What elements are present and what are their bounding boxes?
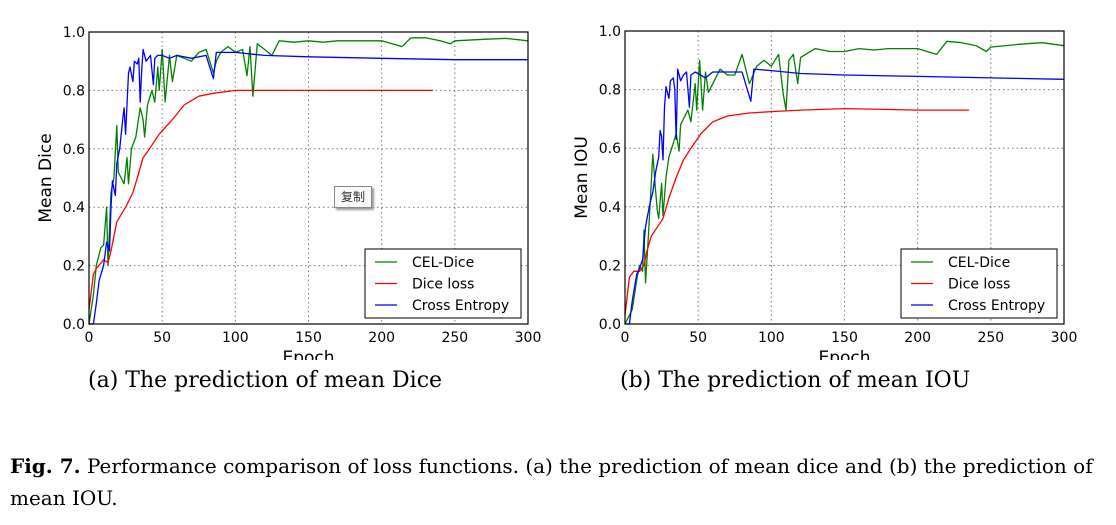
figure-caption-text: Performance comparison of loss functions… — [10, 454, 1093, 510]
y-axis-label: Mean IOU — [572, 136, 592, 219]
chart-a: 0 50 100 150 200 250 300 0.0 0.2 0.4 0.6 0.8 1.0 Epoc… — [36, 25, 541, 360]
x-tick-label: 100 — [758, 330, 785, 346]
legend-label: CEL-Dice — [948, 255, 1010, 271]
x-axis-label: Epoch — [818, 348, 870, 360]
y-tick-label: 0.4 — [599, 200, 621, 216]
x-tick-label: 250 — [441, 330, 468, 346]
y-tick-label: 0.4 — [63, 200, 85, 216]
legend: CEL-Dice Dice loss Cross Entropy — [900, 248, 1058, 319]
y-tick-label: 0.6 — [63, 142, 85, 158]
y-tick-label: 1.0 — [599, 24, 621, 40]
x-tick-label: 300 — [1051, 330, 1078, 346]
x-tick-label: 150 — [831, 330, 858, 346]
series-line-dice-loss — [624, 107, 969, 316]
x-tick-label: 50 — [153, 330, 171, 346]
copy-popup-button[interactable]: 复制 — [334, 186, 372, 208]
y-tick-label: 0.8 — [599, 83, 621, 99]
chart-b: 0 50 100 150 200 250 300 0.0 0.2 0.4 0.6 0.8 1.0 Epoc… — [572, 24, 1077, 360]
y-tick-label: 0.2 — [63, 259, 85, 275]
series-line-cross-entropy — [625, 68, 1065, 325]
y-tick-label: 1.0 — [63, 25, 85, 41]
figure-caption: Fig. 7. Performance comparison of loss f… — [10, 450, 1110, 514]
y-tick-label: 0.0 — [599, 317, 621, 333]
x-tick-label: 150 — [295, 330, 322, 346]
y-tick-label: 0.8 — [63, 83, 85, 99]
x-tick-label: 200 — [904, 330, 931, 346]
legend-label: CEL-Dice — [412, 255, 474, 271]
subcaption-b: (b) The prediction of mean IOU — [620, 368, 971, 393]
subcaption-a: (a) The prediction of mean Dice — [88, 368, 443, 393]
series-line-cel-dice — [88, 37, 529, 325]
series-line-cross-entropy — [89, 48, 528, 325]
y-tick-label: 0.0 — [63, 317, 85, 333]
figure-label: Fig. 7. — [10, 454, 81, 478]
x-tick-label: 300 — [515, 330, 542, 346]
y-axis-label: Mean Dice — [36, 133, 56, 222]
x-tick-label: 50 — [689, 330, 707, 346]
series-line-dice-loss — [88, 89, 433, 310]
legend-label: Dice loss — [948, 277, 1010, 293]
y-tick-label: 0.2 — [599, 258, 621, 274]
figure-charts: 0 50 100 150 200 250 300 0.0 0.2 0.4 0.6 0.8 1.0 Epoc… — [36, 24, 1077, 360]
x-tick-label: 0 — [621, 330, 630, 346]
legend-label: Cross Entropy — [948, 298, 1045, 314]
legend-label: Cross Entropy — [412, 298, 509, 314]
x-tick-label: 100 — [222, 330, 249, 346]
y-tick-label: 0.6 — [599, 141, 621, 157]
x-tick-label: 250 — [977, 330, 1004, 346]
x-tick-label: 200 — [368, 330, 395, 346]
plot-frame — [624, 30, 1065, 325]
legend: CEL-Dice Dice loss Cross Entropy — [364, 248, 522, 319]
plot-frame — [88, 31, 529, 325]
x-tick-label: 0 — [85, 330, 94, 346]
legend-label: Dice loss — [412, 277, 474, 293]
x-axis-label: Epoch — [282, 348, 334, 360]
